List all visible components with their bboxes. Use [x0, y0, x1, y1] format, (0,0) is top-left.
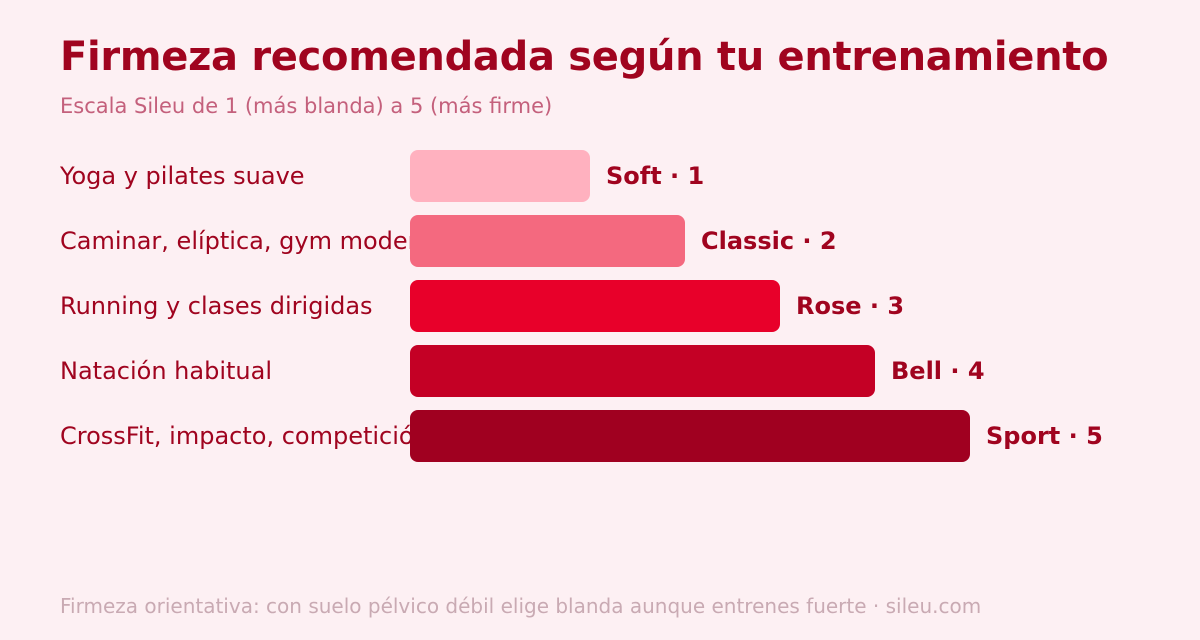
- bar: [410, 410, 970, 462]
- value-label: Soft · 1: [606, 162, 705, 190]
- bar: [410, 150, 590, 202]
- category-label: Natación habitual: [60, 357, 272, 385]
- bar: [410, 280, 780, 332]
- value-label: Bell · 4: [891, 357, 985, 385]
- category-label: CrossFit, impacto, competición: [60, 422, 410, 450]
- value-label: Classic · 2: [701, 227, 837, 255]
- category-label: Running y clases dirigidas: [60, 292, 373, 320]
- category-label: Caminar, elíptica, gym moderado: [60, 227, 410, 255]
- bar: [410, 215, 685, 267]
- footer-note: Firmeza orientativa: con suelo pélvico d…: [60, 594, 982, 618]
- bar: [410, 345, 875, 397]
- value-label: Sport · 5: [986, 422, 1103, 450]
- chart-title: Firmeza recomendada según tu entrenamien…: [60, 34, 1109, 80]
- category-label: Yoga y pilates suave: [60, 162, 305, 190]
- value-label: Rose · 3: [796, 292, 905, 320]
- chart-subtitle: Escala Sileu de 1 (más blanda) a 5 (más …: [60, 94, 553, 118]
